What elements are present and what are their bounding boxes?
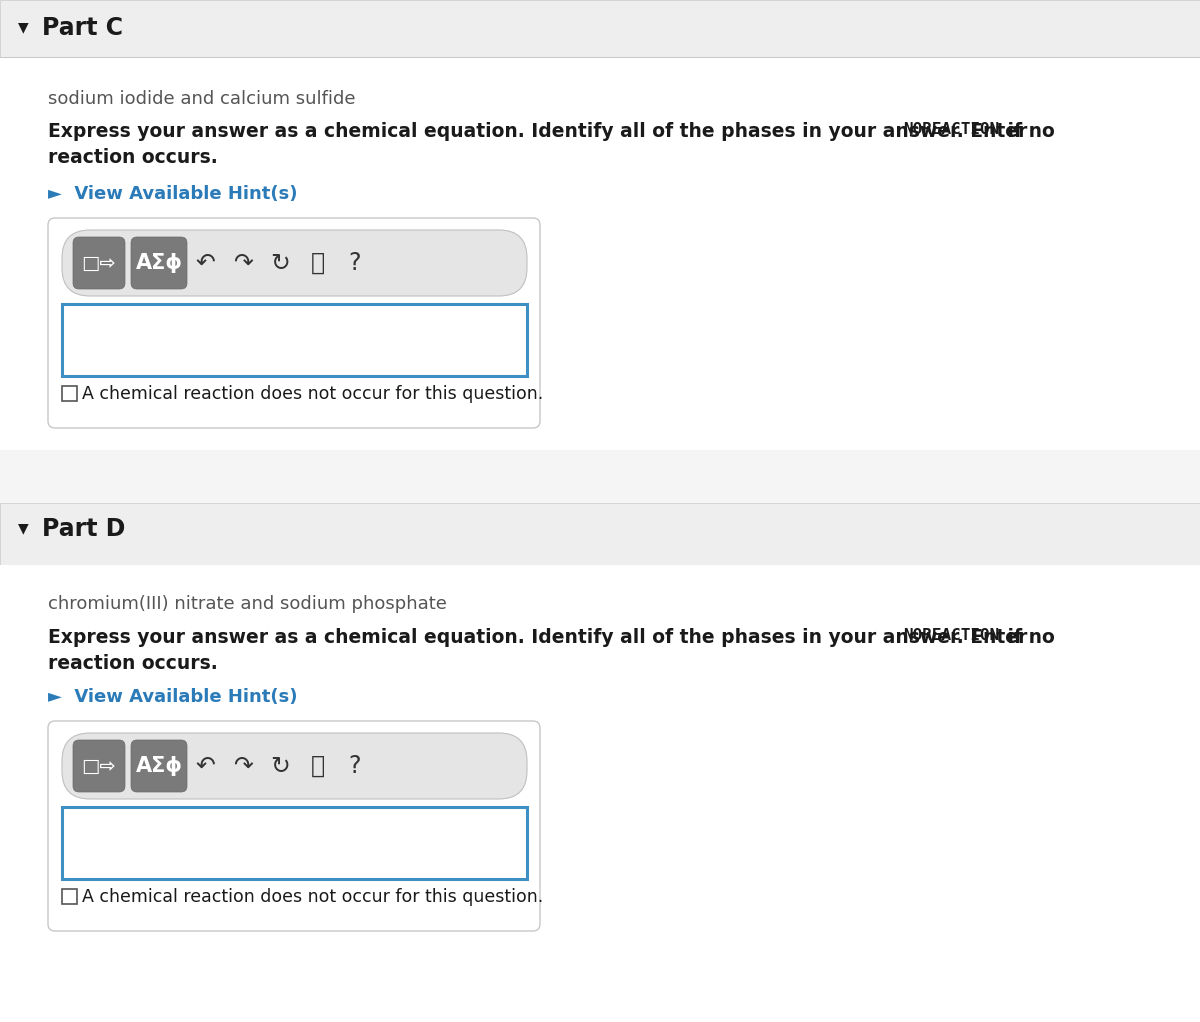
FancyBboxPatch shape — [62, 733, 527, 799]
Text: ↷: ↷ — [233, 754, 253, 778]
Text: □⇨: □⇨ — [82, 253, 116, 273]
Text: ?: ? — [349, 754, 361, 778]
Text: ►  View Available Hint(s): ► View Available Hint(s) — [48, 688, 298, 706]
Bar — [62, 386, 77, 401]
Text: Express your answer as a chemical equation. Identify all of the phases in your a: Express your answer as a chemical equati… — [48, 628, 1034, 647]
Text: A chemical reaction does not occur for this question.: A chemical reaction does not occur for t… — [82, 888, 544, 905]
Text: AΣϕ: AΣϕ — [136, 756, 182, 776]
Text: reaction occurs.: reaction occurs. — [48, 148, 217, 167]
Text: ⌸: ⌸ — [311, 754, 325, 778]
Bar — [62, 889, 77, 904]
Text: sodium iodide and calcium sulfide: sodium iodide and calcium sulfide — [48, 90, 355, 108]
Bar — [0, 565, 1200, 1022]
Text: ↶: ↶ — [196, 754, 215, 778]
FancyBboxPatch shape — [131, 740, 187, 792]
Bar — [62, 807, 527, 879]
Text: Express your answer as a chemical equation. Identify all of the phases in your a: Express your answer as a chemical equati… — [48, 122, 1034, 141]
Text: ▼: ▼ — [18, 20, 29, 34]
Text: NOREACTION: NOREACTION — [904, 122, 1000, 137]
Bar — [0, 0, 1200, 58]
Bar — [0, 503, 1200, 565]
FancyBboxPatch shape — [48, 721, 540, 931]
Text: NOREACTION: NOREACTION — [904, 628, 1000, 643]
Text: ↻: ↻ — [270, 754, 290, 778]
Text: ↻: ↻ — [270, 251, 290, 275]
Bar — [62, 304, 527, 376]
FancyBboxPatch shape — [131, 237, 187, 289]
FancyBboxPatch shape — [73, 740, 125, 792]
Text: if no: if no — [1001, 628, 1055, 647]
Text: ⌸: ⌸ — [311, 251, 325, 275]
Text: Part D: Part D — [42, 517, 125, 541]
FancyBboxPatch shape — [62, 230, 527, 296]
FancyBboxPatch shape — [73, 237, 125, 289]
Text: reaction occurs.: reaction occurs. — [48, 654, 217, 673]
Text: □⇨: □⇨ — [82, 756, 116, 776]
Text: AΣϕ: AΣϕ — [136, 253, 182, 273]
Text: ►  View Available Hint(s): ► View Available Hint(s) — [48, 185, 298, 203]
Bar — [0, 58, 1200, 503]
Text: if no: if no — [1001, 122, 1055, 141]
Bar — [0, 450, 1200, 503]
Text: A chemical reaction does not occur for this question.: A chemical reaction does not occur for t… — [82, 385, 544, 403]
Text: chromium(III) nitrate and sodium phosphate: chromium(III) nitrate and sodium phospha… — [48, 595, 446, 613]
Text: ?: ? — [349, 251, 361, 275]
Text: ↷: ↷ — [233, 251, 253, 275]
Text: Part C: Part C — [42, 16, 124, 40]
FancyBboxPatch shape — [48, 218, 540, 428]
Text: ▼: ▼ — [18, 521, 29, 535]
Text: ↶: ↶ — [196, 251, 215, 275]
